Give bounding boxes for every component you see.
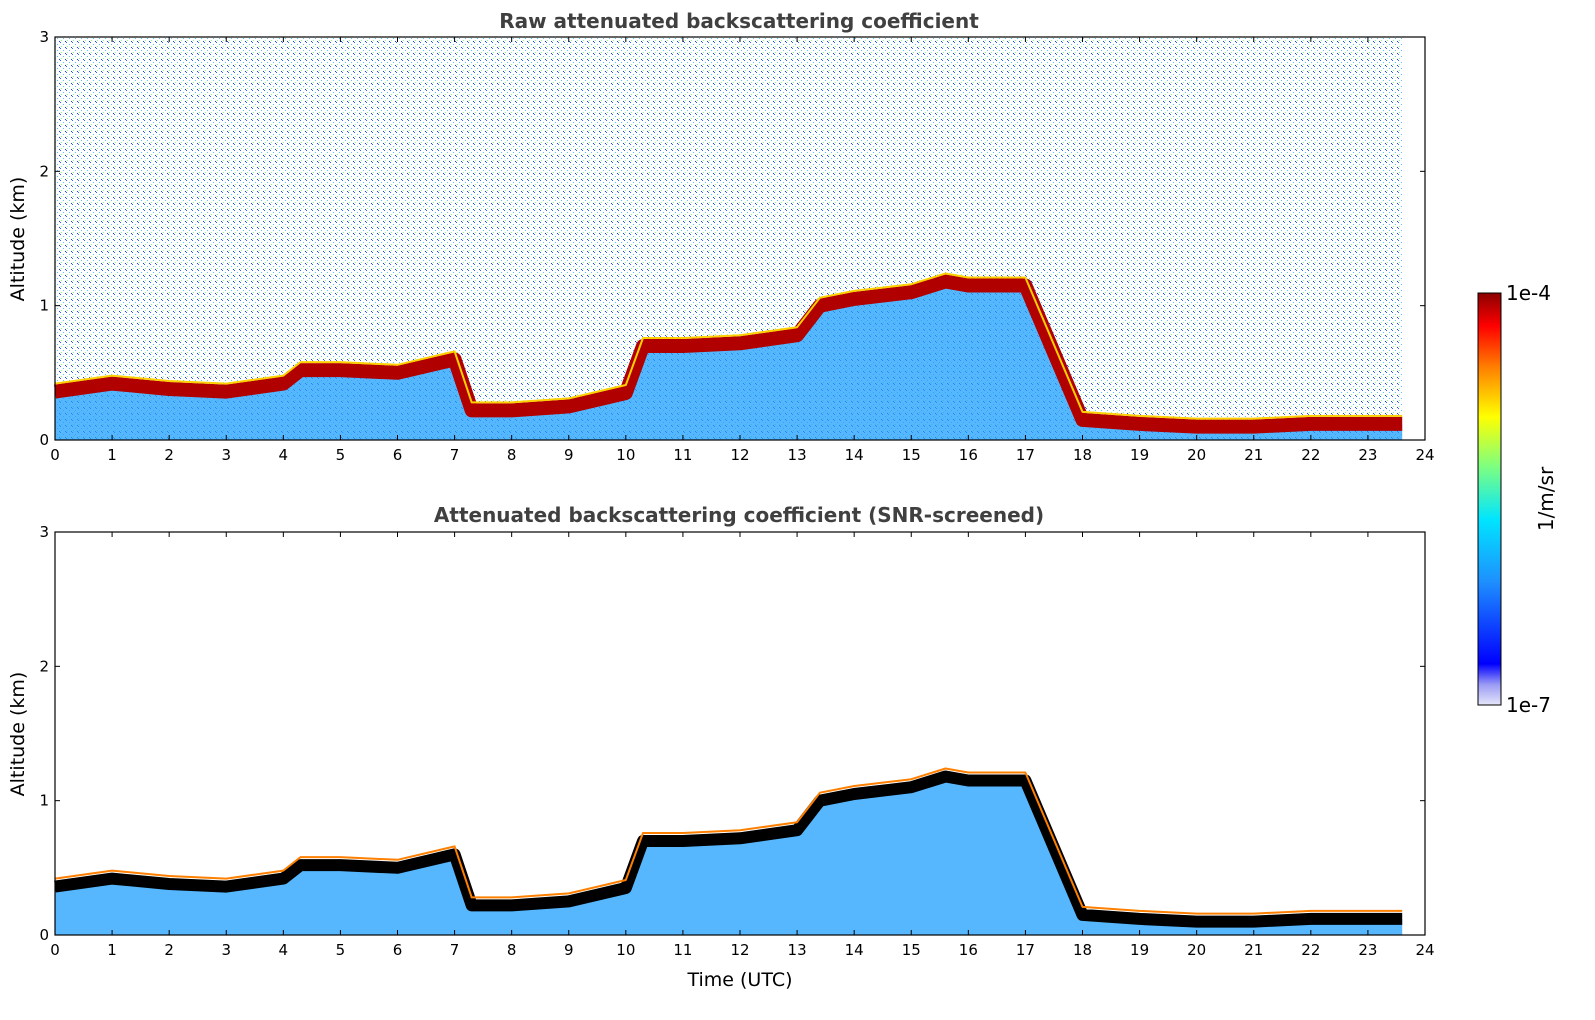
x-tick-label: 23 bbox=[1358, 446, 1377, 464]
x-tick-label: 17 bbox=[1016, 446, 1035, 464]
y-tick-label: 0 bbox=[39, 431, 49, 449]
y-tick-label: 1 bbox=[39, 792, 49, 810]
panel1-y-ticks: 0 1 2 3 bbox=[39, 28, 1425, 449]
x-tick-label: 2 bbox=[164, 941, 174, 959]
x-tick-label: 21 bbox=[1244, 446, 1263, 464]
x-tick-label: 4 bbox=[279, 941, 289, 959]
x-tick-label: 6 bbox=[393, 941, 403, 959]
x-tick-label: 24 bbox=[1415, 941, 1434, 959]
panel1-cloud-layer-edge bbox=[54, 272, 1403, 420]
x-tick-label: 3 bbox=[221, 446, 231, 464]
x-tick-label: 11 bbox=[673, 941, 692, 959]
x-tick-label: 0 bbox=[50, 941, 60, 959]
x-tick-label: 6 bbox=[393, 446, 403, 464]
snr-screened-panel: Attenuated backscattering coefficient (S… bbox=[7, 503, 1435, 991]
x-tick-label: 5 bbox=[336, 446, 346, 464]
y-tick-label: 3 bbox=[39, 523, 49, 541]
x-tick-label: 7 bbox=[450, 941, 460, 959]
x-tick-label: 14 bbox=[845, 446, 864, 464]
panel2-surface-aerosol bbox=[55, 776, 1403, 935]
x-tick-label: 10 bbox=[616, 941, 635, 959]
x-tick-label: 14 bbox=[845, 941, 864, 959]
y-tick-label: 1 bbox=[39, 297, 49, 315]
x-tick-label: 19 bbox=[1130, 941, 1149, 959]
x-tick-label: 11 bbox=[673, 446, 692, 464]
colorbar: 1e-4 1e-7 1/m/sr bbox=[1477, 281, 1558, 717]
y-tick-label: 0 bbox=[39, 926, 49, 944]
x-tick-label: 9 bbox=[564, 446, 574, 464]
x-tick-label: 3 bbox=[221, 941, 231, 959]
panel2-plot-area bbox=[54, 767, 1403, 935]
panel1-x-ticks: 0 1 2 3 4 5 6 7 8 9 10 11 12 13 14 15 16 17 18 19 20 21 22 23 24 bbox=[50, 37, 1435, 464]
x-tick-label: 13 bbox=[788, 446, 807, 464]
panel2-ylabel: Altitude (km) bbox=[7, 672, 29, 797]
x-tick-label: 7 bbox=[450, 446, 460, 464]
x-tick-label: 18 bbox=[1073, 446, 1092, 464]
x-tick-label: 20 bbox=[1187, 446, 1206, 464]
x-tick-label: 22 bbox=[1301, 941, 1320, 959]
x-tick-label: 22 bbox=[1301, 446, 1320, 464]
x-tick-label: 20 bbox=[1187, 941, 1206, 959]
colorbar-gradient bbox=[1477, 292, 1502, 706]
x-tick-label: 9 bbox=[564, 941, 574, 959]
x-tick-label: 15 bbox=[902, 446, 921, 464]
y-tick-label: 3 bbox=[39, 28, 49, 46]
x-tick-label: 5 bbox=[336, 941, 346, 959]
panel2-x-ticks: 0 1 2 3 4 5 6 7 8 9 10 11 12 13 14 15 16 17 18 19 20 21 22 23 24 bbox=[50, 532, 1435, 959]
y-tick-label: 2 bbox=[39, 657, 49, 675]
x-tick-label: 8 bbox=[507, 941, 517, 959]
panel2-cloud-layer-edge bbox=[54, 767, 1403, 915]
raw-backscatter-panel: Raw attenuated backscattering coefficien… bbox=[7, 9, 1435, 464]
panel1-title: Raw attenuated backscattering coefficien… bbox=[499, 9, 979, 33]
x-tick-label: 21 bbox=[1244, 941, 1263, 959]
x-tick-label: 16 bbox=[959, 446, 978, 464]
panel1-surface-aerosol bbox=[55, 281, 1403, 440]
x-tick-label: 8 bbox=[507, 446, 517, 464]
sub-cloud-aerosol bbox=[55, 281, 1403, 440]
x-tick-label: 24 bbox=[1415, 446, 1434, 464]
x-tick-label: 16 bbox=[959, 941, 978, 959]
x-tick-label: 12 bbox=[730, 446, 749, 464]
panel2-cloud-layer bbox=[54, 770, 1403, 928]
x-tick-label: 12 bbox=[730, 941, 749, 959]
x-tick-label: 10 bbox=[616, 446, 635, 464]
colorbar-max-label: 1e-4 bbox=[1506, 281, 1551, 305]
x-tick-label: 2 bbox=[164, 446, 174, 464]
colorbar-min-label: 1e-7 bbox=[1506, 693, 1551, 717]
panel2-xlabel: Time (UTC) bbox=[686, 969, 792, 991]
panel2-y-ticks: 0 1 2 3 bbox=[39, 523, 1425, 944]
x-tick-label: 4 bbox=[279, 446, 289, 464]
x-tick-label: 1 bbox=[107, 941, 117, 959]
y-tick-label: 2 bbox=[39, 162, 49, 180]
x-tick-label: 19 bbox=[1130, 446, 1149, 464]
colorbar-unit-label: 1/m/sr bbox=[1534, 466, 1558, 531]
x-tick-label: 1 bbox=[107, 446, 117, 464]
sub-cloud-aerosol bbox=[55, 776, 1403, 935]
x-tick-label: 23 bbox=[1358, 941, 1377, 959]
x-tick-label: 17 bbox=[1016, 941, 1035, 959]
panel1-cloud-layer bbox=[54, 274, 1403, 434]
panel1-ylabel: Altitude (km) bbox=[7, 177, 29, 302]
x-tick-label: 15 bbox=[902, 941, 921, 959]
panel2-title: Attenuated backscattering coefficient (S… bbox=[434, 503, 1044, 527]
x-tick-label: 0 bbox=[50, 446, 60, 464]
x-tick-label: 13 bbox=[788, 941, 807, 959]
panel1-plot-area bbox=[54, 37, 1403, 440]
x-tick-label: 18 bbox=[1073, 941, 1092, 959]
